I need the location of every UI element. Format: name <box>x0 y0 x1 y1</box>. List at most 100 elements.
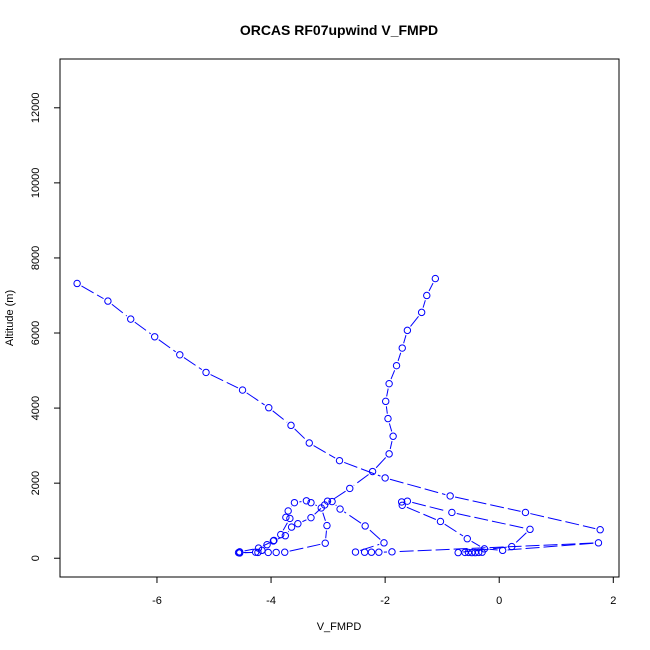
data-point <box>480 545 489 553</box>
data-point <box>323 521 331 530</box>
data-point <box>346 484 354 493</box>
data-point <box>454 548 462 557</box>
data-point <box>307 513 315 522</box>
y-tick-label: 4000 <box>30 396 42 420</box>
data-point <box>380 539 388 547</box>
y-tick-label: 8000 <box>30 246 42 270</box>
series-group <box>73 274 604 557</box>
series-2 <box>73 279 604 534</box>
data-point <box>336 505 344 513</box>
data-point <box>277 530 285 539</box>
series-segment <box>313 445 336 459</box>
series-segment <box>368 528 381 540</box>
series-segment <box>325 530 327 539</box>
data-point <box>596 526 604 534</box>
series-segment <box>410 315 419 327</box>
data-point <box>446 492 454 500</box>
series-segment <box>422 300 426 308</box>
data-point <box>235 549 244 557</box>
series-segment <box>210 374 239 389</box>
data-point <box>398 501 406 510</box>
data-point <box>282 513 290 522</box>
data-point <box>398 344 406 352</box>
data-point <box>254 548 262 557</box>
data-point <box>287 421 295 430</box>
data-point <box>294 519 302 528</box>
series-segment <box>489 548 498 551</box>
series-segment <box>315 504 318 507</box>
x-axis: -6 -4 -2 0 2 <box>152 576 616 607</box>
data-point <box>403 497 412 505</box>
data-point <box>127 315 135 323</box>
series-segment <box>183 357 203 371</box>
data-point <box>284 507 292 515</box>
series-segment <box>389 441 393 450</box>
data-point <box>367 548 376 556</box>
x-tick-label: -2 <box>380 595 390 607</box>
series-segment <box>471 540 481 547</box>
series-segment <box>389 478 446 496</box>
data-point <box>321 539 329 547</box>
data-point <box>392 361 401 370</box>
series-segment <box>302 519 307 523</box>
series-segment <box>397 352 402 362</box>
data-point <box>384 414 392 423</box>
series-segment <box>454 496 521 512</box>
data-point <box>526 525 534 534</box>
series-segment <box>343 511 362 524</box>
series-segment <box>507 542 594 551</box>
x-tick-label: -6 <box>152 595 162 607</box>
series-segment <box>289 543 321 552</box>
data-point <box>423 291 431 300</box>
data-point <box>317 504 325 512</box>
data-point <box>389 432 397 440</box>
data-point <box>104 297 112 305</box>
series-segment <box>335 504 337 506</box>
data-point <box>287 523 296 531</box>
data-point <box>265 404 273 412</box>
series-segment <box>294 428 307 440</box>
data-point <box>281 548 289 556</box>
series-segment <box>134 321 151 335</box>
y-tick-label: 10000 <box>30 168 42 199</box>
series-segment <box>456 513 526 529</box>
data-point <box>436 517 445 526</box>
data-point <box>251 548 260 556</box>
series-3 <box>397 497 534 557</box>
series-segment <box>111 303 128 317</box>
data-point <box>361 522 369 530</box>
data-point <box>397 498 406 506</box>
y-axis: 0 2000 4000 6000 8000 10000 12000 <box>30 93 61 561</box>
data-point <box>463 535 471 543</box>
data-point <box>388 548 396 556</box>
series-segment <box>444 523 464 537</box>
series-segment <box>322 512 326 521</box>
data-point <box>263 541 271 549</box>
data-point <box>286 514 294 523</box>
data-point <box>238 386 247 394</box>
series-segment <box>158 339 177 353</box>
series-segment <box>353 474 369 486</box>
x-axis-label: V_FMPD <box>317 621 362 633</box>
data-point <box>270 536 278 545</box>
data-point <box>302 497 311 505</box>
series-segment <box>428 282 434 292</box>
series-segment <box>244 548 254 552</box>
data-point <box>176 351 184 359</box>
data-point <box>335 456 344 465</box>
x-tick-label: 2 <box>610 595 616 607</box>
series-1 <box>234 274 440 557</box>
data-point <box>385 450 393 458</box>
data-point <box>594 539 603 547</box>
data-point <box>375 548 383 556</box>
series-segment <box>386 388 389 397</box>
y-tick-label: 12000 <box>30 93 42 124</box>
data-point <box>448 508 456 517</box>
data-point <box>431 274 440 283</box>
data-point <box>264 548 272 557</box>
series-segment <box>390 370 396 380</box>
data-point <box>385 379 393 388</box>
data-point <box>474 548 483 557</box>
data-point <box>73 279 81 288</box>
